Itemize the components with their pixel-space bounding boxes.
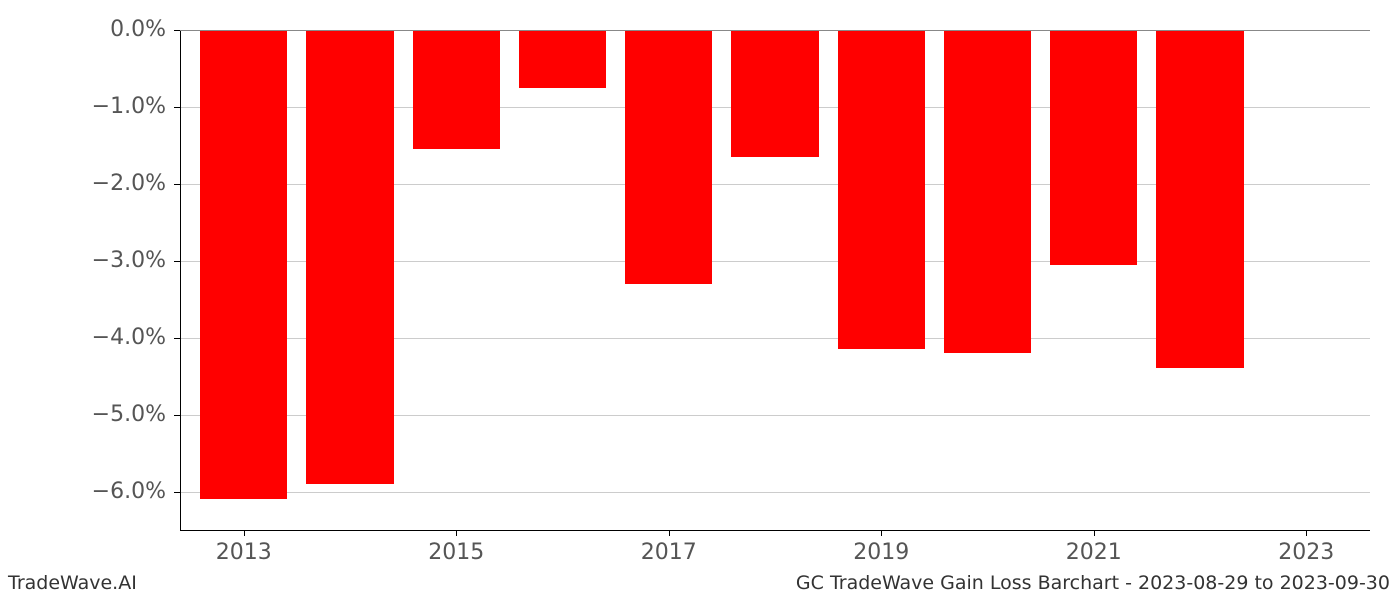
bar bbox=[625, 30, 712, 284]
bar bbox=[731, 30, 818, 157]
y-axis-spine bbox=[180, 30, 181, 530]
x-tick-label: 2021 bbox=[1064, 540, 1124, 565]
bar bbox=[306, 30, 393, 484]
bar bbox=[1050, 30, 1137, 265]
footer-right-text: GC TradeWave Gain Loss Barchart - 2023-0… bbox=[796, 572, 1390, 594]
bar bbox=[1156, 30, 1243, 368]
bar bbox=[944, 30, 1031, 353]
x-tick-label: 2019 bbox=[851, 540, 911, 565]
x-axis-spine bbox=[180, 530, 1370, 531]
x-tick-label: 2015 bbox=[426, 540, 486, 565]
bar bbox=[838, 30, 925, 349]
y-tick-label: −2.0% bbox=[92, 171, 166, 196]
y-tick-label: −3.0% bbox=[92, 248, 166, 273]
y-tick-label: −1.0% bbox=[92, 94, 166, 119]
x-tick-label: 2017 bbox=[639, 540, 699, 565]
bar bbox=[519, 30, 606, 88]
bar bbox=[413, 30, 500, 149]
grid-line bbox=[180, 492, 1370, 493]
zero-line bbox=[180, 30, 1370, 31]
bar bbox=[200, 30, 287, 499]
y-tick-label: −6.0% bbox=[92, 479, 166, 504]
chart-plot-area: 0.0%−1.0%−2.0%−3.0%−4.0%−5.0%−6.0%201320… bbox=[180, 30, 1370, 530]
y-tick-label: 0.0% bbox=[110, 17, 166, 42]
y-tick-label: −4.0% bbox=[92, 325, 166, 350]
y-tick-label: −5.0% bbox=[92, 402, 166, 427]
footer-left-text: TradeWave.AI bbox=[8, 572, 137, 594]
x-tick-label: 2023 bbox=[1276, 540, 1336, 565]
x-tick-label: 2013 bbox=[214, 540, 274, 565]
